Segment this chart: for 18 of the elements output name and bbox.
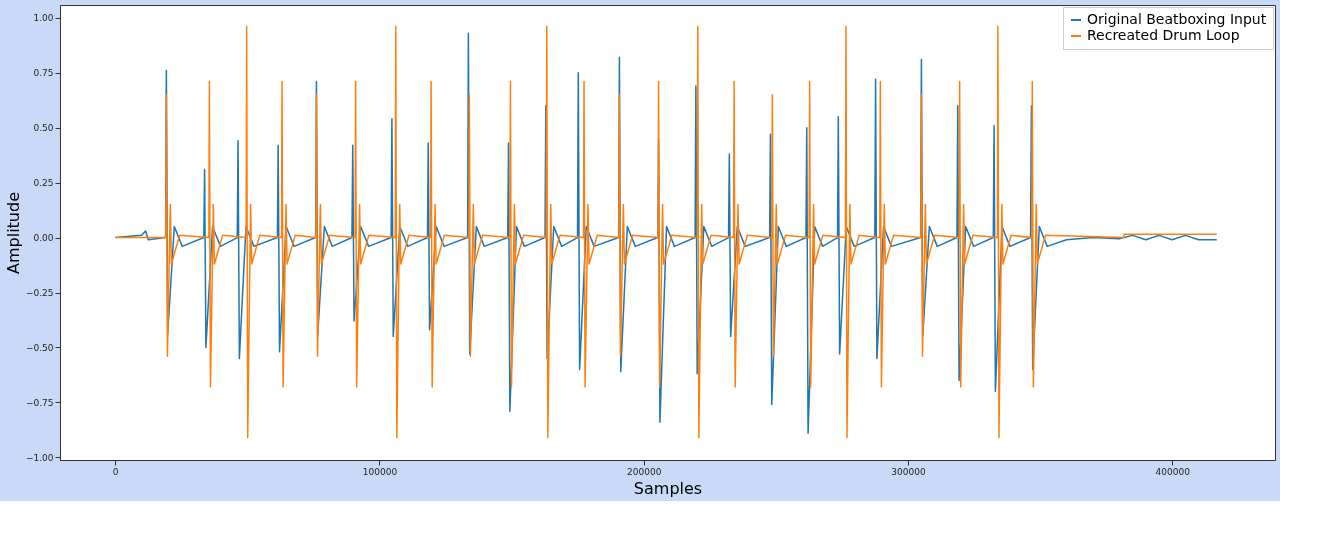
y-axis-title: Amplitude — [3, 192, 23, 274]
x-tick-label: 300000 — [891, 466, 926, 477]
legend-label: Original Beatboxing Input — [1087, 11, 1267, 27]
x-tick-label: 0 — [112, 466, 119, 477]
x-tick-label: 400000 — [1155, 466, 1191, 477]
y-tick-label: 1.00 — [33, 13, 54, 24]
y-tick-label: −0.25 — [25, 288, 54, 299]
legend-label: Recreated Drum Loop — [1087, 27, 1240, 43]
y-tick-label: −0.75 — [25, 397, 54, 408]
y-tick-label: −0.50 — [25, 342, 54, 353]
y-tick-label: 0.75 — [33, 68, 54, 79]
x-axis-title: Samples — [633, 478, 703, 498]
y-tick-label: 0.50 — [33, 123, 54, 134]
x-tick-label: 100000 — [362, 466, 398, 477]
x-tick-label: 200000 — [627, 466, 662, 477]
y-tick-label: 0.25 — [33, 178, 54, 189]
y-tick-label: 0.00 — [33, 233, 54, 244]
y-tick-label: −1.00 — [25, 452, 54, 463]
